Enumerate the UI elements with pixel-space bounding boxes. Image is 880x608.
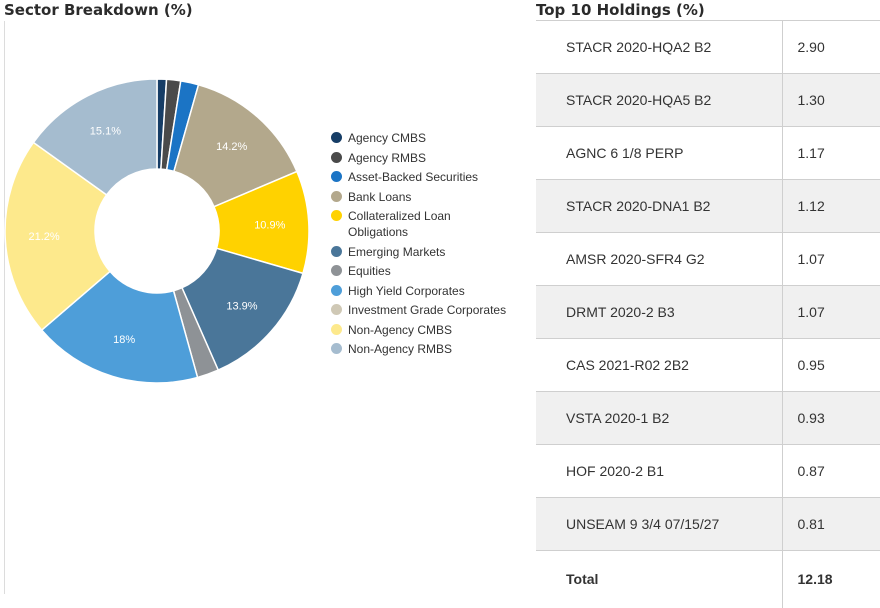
slice-high-yield-corporates[interactable] [40,270,199,384]
legend-label: Non-Agency RMBS [348,342,453,356]
holding-value: 1.07 [781,232,880,286]
holding-value: 2.90 [781,20,880,74]
legend-item-agency-cmbs[interactable]: Agency CMBS [331,130,511,146]
slice-non-agency-rmbs[interactable] [32,78,158,196]
legend-item-asset-backed-securities[interactable]: Asset-Backed Securities [331,169,511,185]
holdings-total-row: Total 12.18 [536,550,880,608]
legend-label: Agency CMBS [348,131,427,145]
legend-label: Bank Loans [348,189,412,204]
legend-label: Equities [348,264,391,278]
holding-name: HOF 2020-2 B1 [536,444,782,498]
sector-breakdown-title: Sector Breakdown (%) [4,1,193,19]
holding-name: UNSEAM 9 3/4 07/15/27 [536,497,782,551]
top-holdings-title: Top 10 Holdings (%) [536,1,705,19]
total-value: 12.18 [781,550,880,608]
holding-row: CAS 2021-R02 2B2 0.95 [536,338,880,392]
total-label: Total [536,550,782,608]
holding-row: STACR 2020-DNA1 B2 1.12 [536,179,880,233]
holding-value: 0.93 [781,391,880,445]
legend-item-equities[interactable]: Equities [331,263,511,279]
slice-label: 21.2% [29,231,60,243]
legend-label: Agency RMBS [348,150,427,165]
legend-label: Collateralized Loan Obligations [348,209,451,239]
legend-swatch [331,343,342,354]
slice-label: 13.9% [226,300,257,312]
chart-legend: Agency CMBS Agency RMBS Asset-Backed Secur… [331,130,511,361]
holding-value: 1.17 [781,126,880,180]
slice-bank-loans[interactable] [172,83,298,208]
holding-row: VSTA 2020-1 B2 0.93 [536,391,880,445]
legend-swatch [331,210,342,221]
legend-swatch [331,323,342,335]
legend-swatch [331,284,342,296]
holding-name: STACR 2020-HQA2 B2 [536,20,782,74]
holding-name: DRMT 2020-2 B3 [536,285,782,339]
legend-label: Non-Agency CMBS [348,322,453,337]
holding-name: CAS 2021-R02 2B2 [536,338,782,392]
legend-swatch [331,190,342,202]
holding-name: STACR 2020-HQA5 B2 [536,73,782,127]
holding-row: STACR 2020-HQA2 B2 2.90 [536,20,880,74]
holding-row: UNSEAM 9 3/4 07/15/27 0.81 [536,497,880,551]
holding-value: 1.30 [781,73,880,127]
legend-item-non-agency-rmbs[interactable]: Non-Agency RMBS [331,341,511,357]
legend-label: Investment Grade Corporates [348,303,507,317]
slice-label: 15.1% [90,125,121,137]
legend-item-investment-grade-corporates[interactable]: Investment Grade Corporates [331,302,511,318]
holding-row: AGNC 6 1/8 PERP 1.17 [536,126,880,180]
legend-item-bank-loans[interactable]: Bank Loans [331,189,511,205]
holding-value: 1.07 [781,285,880,339]
legend-item-agency-rmbs[interactable]: Agency RMBS [331,150,511,166]
legend-swatch [331,151,342,163]
slice-label: 18% [113,334,135,346]
holding-value: 0.81 [781,497,880,551]
legend-label: Emerging Markets [348,244,446,259]
legend-swatch [331,265,342,276]
holding-value: 0.87 [781,444,880,498]
slice-non-agency-cmbs[interactable] [4,141,112,332]
holding-row: DRMT 2020-2 B3 1.07 [536,285,880,339]
legend-label: High Yield Corporates [348,283,465,298]
holding-name: AGNC 6 1/8 PERP [536,126,782,180]
holding-row: STACR 2020-HQA5 B2 1.30 [536,73,880,127]
legend-swatch [331,245,342,257]
legend-swatch [331,171,342,182]
holding-name: STACR 2020-DNA1 B2 [536,179,782,233]
holding-row: HOF 2020-2 B1 0.87 [536,444,880,498]
sector-chart-panel: 14.2% 10.9% 13.9% 18% 21.2% 15.1% Agency CMBS… [4,21,520,594]
sector-donut-chart: 14.2% 10.9% 13.9% 18% 21.2% 15.1% [4,78,310,384]
holding-value: 1.12 [781,179,880,233]
legend-item-high-yield-corporates[interactable]: High Yield Corporates [331,283,511,299]
slice-label: 10.9% [254,219,285,231]
holding-row: AMSR 2020-SFR4 G2 1.07 [536,232,880,286]
holding-value: 0.95 [781,338,880,392]
legend-swatch [331,304,342,315]
holding-name: AMSR 2020-SFR4 G2 [536,232,782,286]
legend-item-emerging-markets[interactable]: Emerging Markets [331,244,511,260]
holdings-table: STACR 2020-HQA2 B2 2.90 STACR 2020-HQA5 B2… [536,20,880,608]
legend-swatch [331,132,342,143]
slice-label: 14.2% [216,141,247,153]
legend-label: Asset-Backed Securities [348,170,479,184]
legend-item-non-agency-cmbs[interactable]: Non-Agency CMBS [331,322,511,338]
legend-item-collateralized-loan-obligations[interactable]: Collateralized Loan Obligations [331,208,511,240]
holding-name: VSTA 2020-1 B2 [536,391,782,445]
